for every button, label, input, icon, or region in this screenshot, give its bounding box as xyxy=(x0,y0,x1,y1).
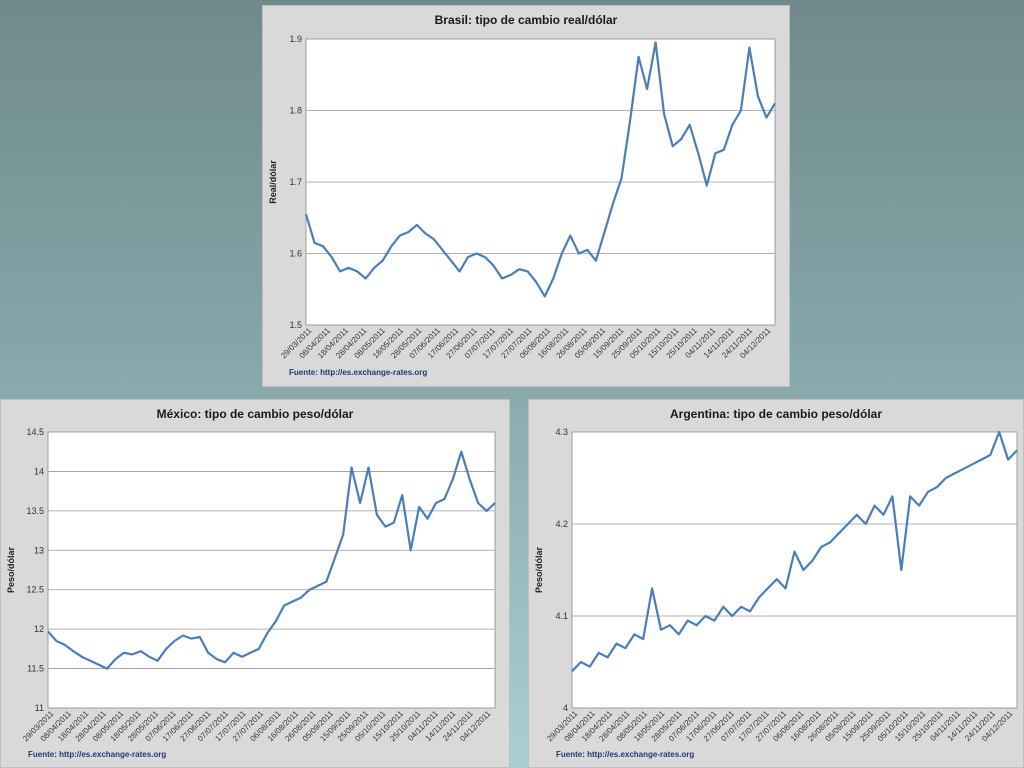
series-line xyxy=(571,430,1018,672)
y-axis-label: Peso/dólar xyxy=(534,546,544,593)
y-tick-label: 11.5 xyxy=(27,664,44,674)
y-tick-label: 1.7 xyxy=(289,177,302,187)
y-tick-label: 14 xyxy=(34,466,44,476)
y-tick-label: 1.6 xyxy=(289,249,302,259)
y-tick-label: 4.3 xyxy=(555,427,568,437)
y-tick-label: 4 xyxy=(563,703,568,713)
y-tick-label: 1.9 xyxy=(289,34,302,44)
series-line xyxy=(304,41,776,298)
chart-mexico: México: tipo de cambio peso/dólar 11 11.5 1… xyxy=(6,407,496,759)
chart-argentina: Argentina: tipo de cambio peso/dólar 4 4.1… xyxy=(534,407,1018,759)
y-tick-label: 1.5 xyxy=(289,320,302,330)
source-label: Fuente: http://es.exchange-rates.org xyxy=(28,750,166,759)
chart-title: México: tipo de cambio peso/dólar xyxy=(157,407,354,421)
y-tick-label: 4.1 xyxy=(555,611,568,621)
y-tick-label: 12 xyxy=(34,624,44,634)
y-tick-label: 4.2 xyxy=(555,519,568,529)
y-tick-label: 14.5 xyxy=(26,427,44,437)
y-tick-label: 12.5 xyxy=(26,585,44,595)
y-tick-label: 13 xyxy=(34,545,44,555)
chart-title: Argentina: tipo de cambio peso/dólar xyxy=(670,407,882,421)
y-axis-label: Real/dólar xyxy=(268,160,278,204)
y-tick-label: 11 xyxy=(35,703,44,713)
chart-brasil: Brasil: tipo de cambio real/dólar 1.5 1.6 1… xyxy=(268,13,776,377)
source-label: Fuente: http://es.exchange-rates.org xyxy=(556,750,694,759)
plot-area xyxy=(571,431,1018,709)
chart-panel-mexico: México: tipo de cambio peso/dólar 11 11.5 1… xyxy=(0,399,510,768)
plot-area xyxy=(47,431,496,709)
chart-panel-argentina: Argentina: tipo de cambio peso/dólar 4 4.1… xyxy=(528,399,1024,768)
y-tick-label: 1.8 xyxy=(289,106,302,116)
y-axis-label: Peso/dólar xyxy=(6,546,16,593)
series-line xyxy=(47,450,496,670)
source-label: Fuente: http://es.exchange-rates.org xyxy=(289,368,427,377)
chart-title: Brasil: tipo de cambio real/dólar xyxy=(435,13,618,27)
chart-panel-brasil: Brasil: tipo de cambio real/dólar 1.5 1.6 1… xyxy=(262,5,790,387)
y-tick-label: 13.5 xyxy=(26,506,44,516)
